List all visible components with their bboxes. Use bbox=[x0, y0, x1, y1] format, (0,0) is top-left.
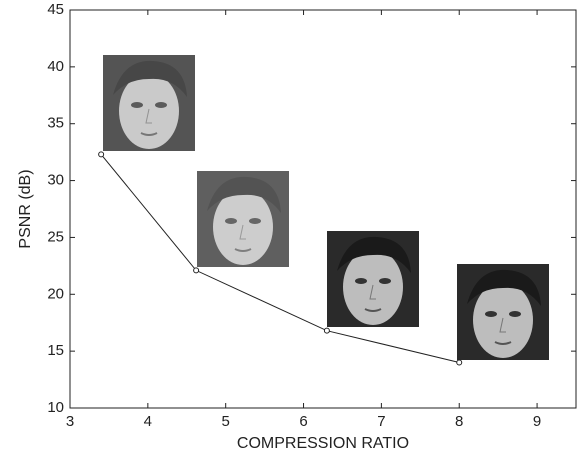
data-point bbox=[194, 268, 199, 273]
y-tick-label: 30 bbox=[47, 172, 64, 189]
face-image bbox=[327, 231, 419, 327]
chart: COMPRESSION RATIO PSNR (dB) 101520253035… bbox=[0, 0, 578, 458]
y-axis-label: PSNR (dB) bbox=[17, 169, 34, 248]
x-tick-label: 8 bbox=[455, 413, 463, 430]
y-tick-label: 40 bbox=[47, 58, 64, 75]
face-image bbox=[103, 55, 195, 151]
x-tick-label: 9 bbox=[533, 413, 541, 430]
face-image bbox=[457, 264, 549, 360]
x-tick-label: 7 bbox=[377, 413, 385, 430]
x-axis-label: COMPRESSION RATIO bbox=[237, 435, 409, 452]
x-tick-label: 3 bbox=[66, 413, 74, 430]
y-tick-label: 10 bbox=[47, 399, 64, 416]
data-point bbox=[99, 152, 104, 157]
x-tick-label: 6 bbox=[299, 413, 307, 430]
x-tick-label: 4 bbox=[144, 413, 152, 430]
y-tick-label: 20 bbox=[47, 285, 64, 302]
data-point bbox=[457, 360, 462, 365]
y-tick-label: 15 bbox=[47, 342, 64, 359]
y-tick-label: 35 bbox=[47, 115, 64, 132]
face-image bbox=[197, 171, 289, 267]
data-point bbox=[324, 328, 329, 333]
y-tick-label: 25 bbox=[47, 228, 64, 245]
y-tick-label: 45 bbox=[47, 1, 64, 18]
x-tick-label: 5 bbox=[222, 413, 230, 430]
